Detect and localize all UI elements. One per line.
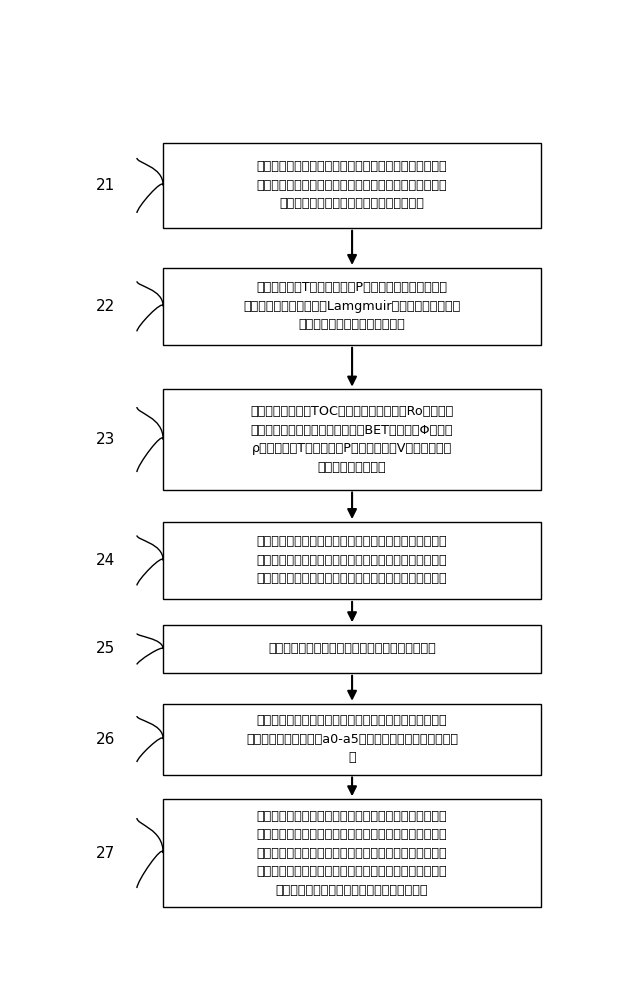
Text: 针对预定的泥页岩气藏区域，通过分析测试获得多个样品
的吸附气影响因素，该吸附气影响因素包括有机地化特征
参数、矿物组成参数、物性参数和外部参数: 针对预定的泥页岩气藏区域，通过分析测试获得多个样品 的吸附气影响因素，该吸附气影… <box>257 160 447 210</box>
Text: 将吸附气影响因素代入吸附气含量模型中获得吸附气含量
，然后确定等温吸附实测出的吸附气含量与通过吸附气含
量模型获得的吸附气含量的散点图，并根据等温吸附实测
出的: 将吸附气影响因素代入吸附气含量模型中获得吸附气含量 ，然后确定等温吸附实测出的吸… <box>257 810 447 897</box>
Text: 根据吸附气影响因素和实测吸附气含量，并通过多元线性
回归模型确定待定系数a0-a5的值，进而建立吸附气含量模
型: 根据吸附气影响因素和实测吸附气含量，并通过多元线性 回归模型确定待定系数a0-a… <box>246 714 458 764</box>
Text: 根据机质丰度参数TOC、有机质成熟度参数Ro、粘土矿
物含量、脆性矿物含量、比表面积BET、孔隙度Φ、密度
ρ、地层温度T和地层压力P确定吸附气量V与各吸附气影: 根据机质丰度参数TOC、有机质成熟度参数Ro、粘土矿 物含量、脆性矿物含量、比表… <box>251 405 453 474</box>
Text: 25: 25 <box>96 641 115 656</box>
Bar <box>163 704 541 774</box>
Bar <box>163 799 541 907</box>
Bar <box>163 522 541 599</box>
Bar <box>163 389 541 490</box>
Text: 23: 23 <box>96 432 115 447</box>
Text: 根据吸附含气量与各影响因素之间的散点图，拟合得到吸
附气含量随各因素变化的相关关系曲线和拟合度，并将拟
合度大于预定值的影响因素确定为吸附气含量的主控因素: 根据吸附含气量与各影响因素之间的散点图，拟合得到吸 附气含量随各因素变化的相关关… <box>257 535 447 585</box>
Text: 27: 27 <box>96 846 115 861</box>
Text: 22: 22 <box>96 299 115 314</box>
Bar <box>163 268 541 345</box>
Text: 26: 26 <box>96 732 115 747</box>
Text: 根据地层温度T、和地层压力P以及待测泥页岩储层的等
温吸附实验数据，并通过Lamgmuir等温吸附模型获得待
测泥页岩储层的实测吸附气含量: 根据地层温度T、和地层压力P以及待测泥页岩储层的等 温吸附实验数据，并通过Lam… <box>244 281 461 331</box>
Bar <box>163 143 541 228</box>
Bar <box>163 625 541 673</box>
Text: 21: 21 <box>96 178 115 193</box>
Text: 根据吸附气含量的主控因素建立多元线性回归模型: 根据吸附气含量的主控因素建立多元线性回归模型 <box>268 642 436 655</box>
Text: 24: 24 <box>96 553 115 568</box>
